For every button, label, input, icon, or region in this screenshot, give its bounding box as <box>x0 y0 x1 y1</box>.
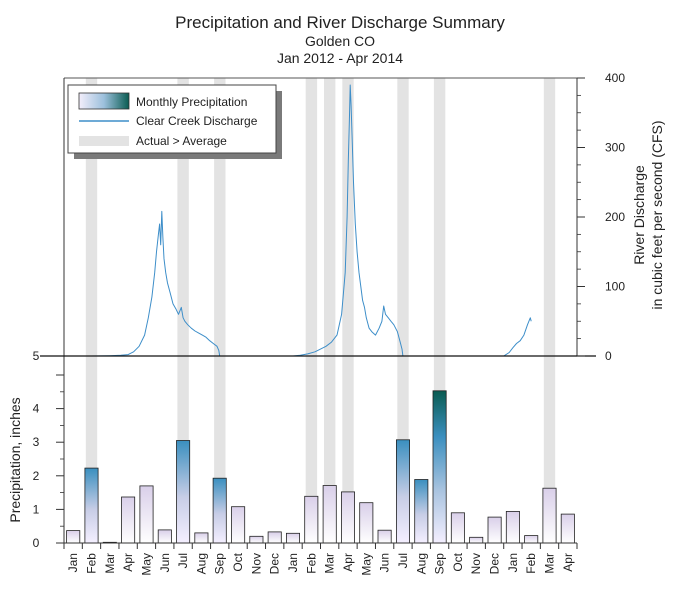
month-label-23: Dec <box>488 553 502 574</box>
month-label-4: May <box>139 553 153 576</box>
legend-label-discharge: Clear Creek Discharge <box>136 114 258 128</box>
chart-subtitle-location: Golden CO <box>305 33 375 49</box>
month-label-14: Mar <box>323 553 337 574</box>
month-label-11: Dec <box>268 553 282 574</box>
axis-layer: 0 100 200 300 400 0 1 2 3 4 5 Jan Feb Mar Apr May Jun Jul… <box>33 71 626 576</box>
legend-label-precipitation: Monthly Precipitation <box>136 95 247 109</box>
discharge-tick-label-1: 100 <box>605 280 625 294</box>
precip-bar-19 <box>414 479 429 544</box>
discharge-tick-label-0: 0 <box>605 349 612 363</box>
legend-swatch-precipitation <box>78 92 130 110</box>
precip-bar-8 <box>212 477 227 544</box>
month-label-27: Apr <box>561 553 575 572</box>
shade-month-20 <box>433 78 446 543</box>
month-label-5: Jun <box>158 553 172 572</box>
precip-bar-7 <box>194 532 209 544</box>
precip-bar-4 <box>139 485 154 544</box>
discharge-axis-title-1: River Discharge <box>631 165 647 265</box>
precip-axis-title: Precipitation, inches <box>7 397 23 522</box>
month-label-2: Mar <box>103 553 117 574</box>
precip-bar-26 <box>542 487 557 544</box>
precip-bar-18 <box>395 439 410 544</box>
month-label-20: Sep <box>433 553 447 575</box>
discharge-tick-label-4: 400 <box>605 71 625 85</box>
shade-month-8 <box>214 78 226 543</box>
discharge-line <box>73 84 532 357</box>
precip-bar-11 <box>267 531 282 544</box>
chart-title: Precipitation and River Discharge Summar… <box>175 13 505 32</box>
month-label-9: Oct <box>231 552 245 571</box>
precip-bar-3 <box>121 496 136 544</box>
precip-bar-27 <box>560 513 575 544</box>
month-label-10: Nov <box>249 553 263 574</box>
month-label-1: Feb <box>84 553 98 574</box>
line-layer <box>73 84 532 357</box>
precip-bar-1 <box>84 467 99 544</box>
month-label-7: Aug <box>194 553 208 574</box>
precip-tick-label-4: 4 <box>33 402 40 416</box>
month-label-22: Nov <box>469 553 483 574</box>
precip-tick-label-0: 0 <box>33 536 40 550</box>
month-label-0: Jan <box>66 553 80 572</box>
month-label-21: Oct <box>451 552 465 571</box>
month-label-19: Aug <box>414 553 428 574</box>
precip-bar-16 <box>359 502 374 544</box>
month-label-26: Mar <box>543 553 557 574</box>
discharge-tick-label-3: 300 <box>605 141 625 155</box>
shade-month-26 <box>543 78 556 543</box>
shade-month-13 <box>305 78 318 543</box>
discharge-axis-title-2: in cubic feet per second (CFS) <box>649 120 665 309</box>
bar-layer <box>66 390 575 544</box>
precip-bar-22 <box>469 536 484 544</box>
precip-bar-6 <box>176 440 191 544</box>
precip-bar-13 <box>304 495 319 544</box>
legend-label-actual-gt-average: Actual > Average <box>136 134 227 148</box>
legend: Monthly Precipitation Clear Creek Discha… <box>67 84 282 159</box>
month-label-3: Apr <box>121 553 135 572</box>
month-label-16: May <box>359 553 373 576</box>
precip-bar-23 <box>487 516 502 544</box>
chart-subtitle-daterange: Jan 2012 - Apr 2014 <box>277 50 403 66</box>
month-label-15: Apr <box>341 553 355 572</box>
shade-month-15 <box>342 78 354 543</box>
month-label-8: Sep <box>213 553 227 575</box>
precip-bar-21 <box>450 512 465 544</box>
precip-bar-5 <box>157 529 172 544</box>
precip-bar-10 <box>249 535 264 544</box>
precip-bar-17 <box>377 529 392 544</box>
month-label-17: Jun <box>378 553 392 572</box>
precip-bar-24 <box>505 510 520 544</box>
shade-layer <box>85 78 556 543</box>
precip-bar-14 <box>322 485 337 544</box>
precip-tick-label-2: 2 <box>33 469 40 483</box>
precip-bar-9 <box>231 506 246 544</box>
precip-tick-label-1: 1 <box>33 502 40 516</box>
precip-bar-15 <box>340 491 355 544</box>
precip-bar-12 <box>285 532 300 544</box>
legend-swatch-actual-gt-average <box>79 136 129 146</box>
month-label-25: Feb <box>524 553 538 574</box>
precip-bar-0 <box>66 530 81 544</box>
month-label-12: Jan <box>286 553 300 572</box>
precip-tick-label-5: 5 <box>33 349 40 363</box>
precip-tick-label-3: 3 <box>33 435 40 449</box>
month-label-18: Jul <box>396 553 410 568</box>
discharge-tick-label-2: 200 <box>605 210 625 224</box>
month-label-24: Jan <box>506 553 520 572</box>
precip-bar-25 <box>524 535 539 544</box>
shade-month-18 <box>397 78 409 543</box>
precip-bar-20 <box>432 390 447 544</box>
month-label-13: Feb <box>304 553 318 574</box>
month-label-6: Jul <box>176 553 190 568</box>
shade-month-14 <box>324 78 336 543</box>
shade-month-1 <box>85 78 98 543</box>
shade-month-6 <box>177 78 189 543</box>
